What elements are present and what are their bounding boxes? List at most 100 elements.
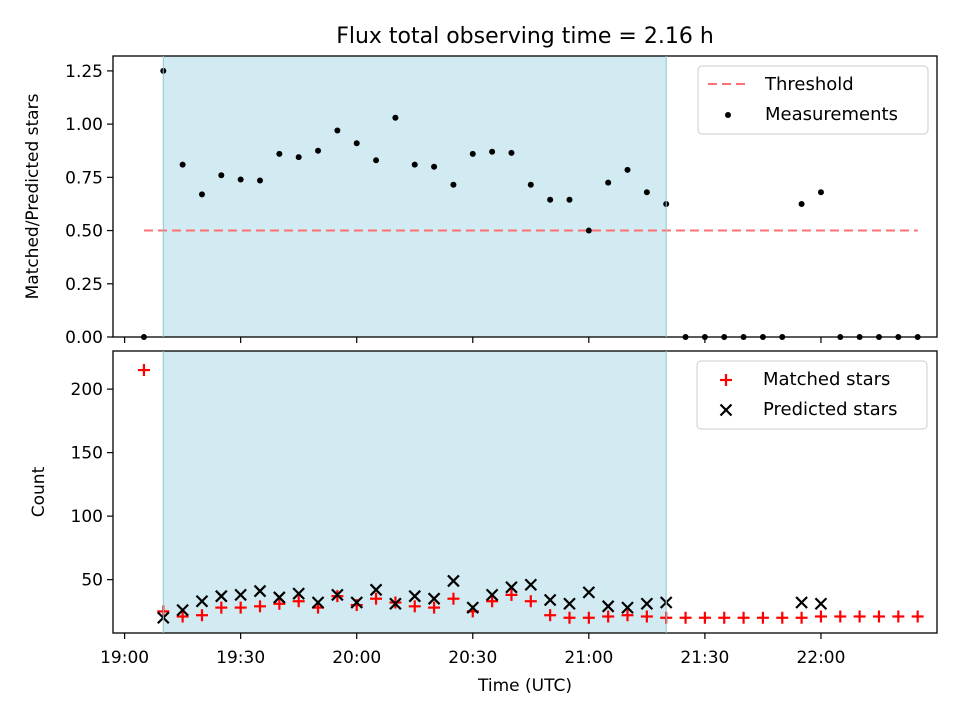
ratio-legend: Threshold Measurements [697, 65, 929, 135]
predicted-star-point [253, 584, 267, 598]
matched-star-point [447, 592, 460, 605]
x-tick-label: 21:30 [680, 648, 729, 668]
matched-star-point [505, 588, 518, 601]
predicted-star-point [350, 596, 363, 609]
x-tick-label: 21:00 [564, 648, 613, 668]
matched-star-point [563, 611, 576, 624]
legend-x-marker [719, 403, 733, 417]
matched-star-point [195, 609, 208, 622]
x-tick-label: 20:30 [448, 648, 497, 668]
predicted-star-point [795, 596, 808, 609]
predicted-star-point [640, 597, 654, 611]
measurement-point [315, 147, 322, 154]
matched-star-point [602, 610, 615, 623]
matched-star-point [370, 592, 383, 605]
y-tick-label: 0.00 [65, 328, 103, 348]
y-tick-label: 0.25 [65, 275, 103, 295]
measurement-point [566, 196, 573, 203]
matched-star-point [640, 610, 653, 623]
measurement-point [257, 177, 264, 184]
observing-window-shade [163, 351, 667, 633]
legend-matched-swatch [720, 374, 732, 386]
measurement-point [450, 181, 457, 188]
matched-star-point [486, 595, 499, 608]
measurement-point [469, 150, 476, 157]
matched-star-point [756, 611, 769, 624]
predicted-star-point [563, 597, 576, 611]
x-tick-label: 22:00 [796, 648, 845, 668]
predicted-star-point [176, 603, 189, 617]
matched-star-point [254, 600, 267, 613]
matched-star-point [428, 601, 441, 614]
x-axis-label: Time (UTC) [477, 676, 572, 696]
matched-star-point [137, 364, 150, 377]
count-x-ticks: 19:00 19:30 20:00 20:30 21:00 21:30 22:00 [100, 633, 845, 668]
measurement-point [431, 163, 438, 170]
count-y-ticks: 50 100 150 200 [71, 380, 113, 591]
predicted-star-point [814, 597, 828, 611]
matched-star-point [737, 611, 750, 624]
matched-star-point [582, 611, 595, 624]
matched-star-point [524, 595, 537, 608]
matched-star-point [176, 610, 189, 623]
measurement-point [218, 172, 225, 179]
matched-star-point [544, 609, 557, 622]
predicted-star-point [505, 580, 518, 594]
measurement-point [624, 166, 631, 173]
legend-matched-label: Matched stars [763, 369, 890, 390]
matched-star-point [273, 597, 286, 610]
legend-threshold-label: Threshold [764, 74, 854, 95]
x-tick-label: 19:30 [216, 648, 265, 668]
predicted-star-point [601, 600, 615, 613]
matched-star-point [698, 611, 711, 624]
predicted-star-point [621, 601, 634, 614]
legend-predicted-label: Predicted stars [763, 399, 897, 420]
ratio-y-label: Matched/Predicted stars [23, 93, 43, 299]
y-tick-label: 100 [71, 507, 103, 527]
matched-star-point [408, 600, 421, 613]
count-panel-frame [112, 350, 938, 634]
matched-star-point [853, 610, 866, 623]
predicted-star-point [466, 601, 480, 614]
measurement-point [179, 161, 186, 168]
measurement-point [547, 196, 554, 203]
predicted-star-point [369, 583, 383, 597]
measurement-point [527, 181, 534, 188]
predicted-star-point [408, 589, 422, 603]
measurement-points [140, 67, 921, 340]
measurement-point [798, 200, 805, 207]
matched-star-point [215, 601, 228, 614]
predicted-star-points [157, 574, 828, 625]
matched-star-point [834, 610, 847, 623]
matched-star-point [234, 601, 247, 614]
measurement-point [643, 189, 650, 196]
y-tick-label: 200 [71, 380, 103, 400]
measurement-point [334, 127, 341, 134]
ratio-panel: 0.00 0.25 0.50 0.75 1.00 1.25 Matched/Predict… [23, 55, 938, 348]
matched-star-point [679, 611, 692, 624]
measurement-point [373, 157, 380, 164]
predicted-star-point [447, 574, 460, 588]
predicted-star-point [524, 578, 538, 592]
legend-measurement-swatch [725, 112, 731, 118]
y-tick-label: 0.75 [65, 168, 103, 188]
count-legend-box [696, 360, 928, 430]
ratio-y-ticks: 0.00 0.25 0.50 0.75 1.00 1.25 [65, 62, 113, 348]
x-tick-label: 20:00 [332, 648, 381, 668]
measurement-point [508, 149, 515, 156]
matched-star-point [776, 611, 789, 624]
predicted-star-point [427, 592, 441, 605]
matched-star-point [718, 611, 731, 624]
measurement-point [295, 154, 302, 161]
chart-title: Flux total observing time = 2.16 h [336, 24, 714, 49]
y-tick-label: 0.50 [65, 222, 103, 242]
count-y-label: Count [29, 466, 49, 517]
count-panel: 50 100 150 200 19:00 19:30 20:00 20:30 21:00 21:… [29, 350, 938, 696]
legend-measurements-label: Measurements [765, 104, 898, 125]
predicted-star-point [273, 591, 286, 604]
matched-star-point [892, 610, 905, 623]
predicted-star-point [234, 588, 247, 602]
y-tick-label: 1.00 [65, 115, 103, 135]
legend-predicted-swatch [719, 403, 733, 417]
